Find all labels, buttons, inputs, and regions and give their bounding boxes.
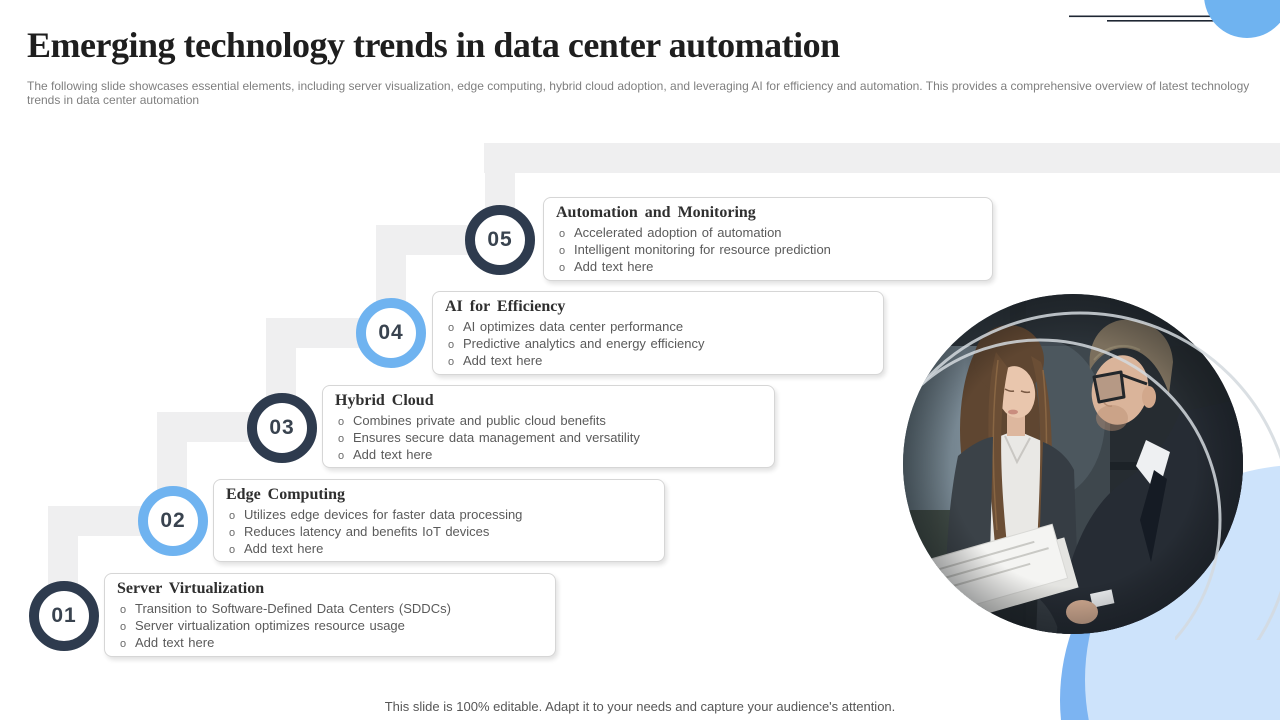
- step-bullets: o Accelerated adoption of automation o Int…: [556, 225, 982, 276]
- bullet-marker-icon: o: [447, 356, 455, 368]
- step-card-title: Automation and Monitoring: [556, 204, 756, 221]
- bullet-text: Accelerated adoption of automation: [574, 225, 782, 240]
- bullet-item: o Transition to Software-Defined Data Cen…: [117, 601, 545, 618]
- bullet-marker-icon: o: [337, 416, 345, 428]
- bullet-text: Transition to Software-Defined Data Cent…: [135, 601, 451, 616]
- staircase-segment: [484, 143, 1280, 173]
- step-number-badge-03: 03: [247, 393, 317, 463]
- bullet-text: Server virtualization optimizes resource…: [135, 618, 405, 633]
- bullet-marker-icon: o: [228, 544, 236, 556]
- slide-subtitle: The following slide showcases essential …: [27, 79, 1250, 107]
- step-card: Hybrid Cloud o Combines private and publi…: [322, 385, 775, 468]
- bullet-text: Add text here: [135, 635, 215, 650]
- bullet-item: o Intelligent monitoring for resource pre…: [556, 242, 982, 259]
- corner-circle: [1204, 0, 1280, 38]
- bullet-item: o Add text here: [226, 541, 654, 558]
- step-card-title: Edge Computing: [226, 486, 346, 503]
- bullet-marker-icon: o: [228, 510, 236, 522]
- bullet-marker-icon: o: [337, 450, 345, 462]
- bullet-item: o Utilizes edge devices for faster data p…: [226, 507, 654, 524]
- bullet-marker-icon: o: [119, 604, 127, 616]
- step-card-title: Server Virtualization: [117, 580, 265, 597]
- bullet-marker-icon: o: [337, 433, 345, 445]
- bullet-item: o Accelerated adoption of automation: [556, 225, 982, 242]
- step-bullets: o Transition to Software-Defined Data Cen…: [117, 601, 545, 652]
- step-number-badge-05: 05: [465, 205, 535, 275]
- bullet-marker-icon: o: [119, 621, 127, 633]
- bullet-item: o Combines private and public cloud benef…: [335, 413, 764, 430]
- step-card: Edge Computing o Utilizes edge devices fo…: [213, 479, 665, 562]
- bullet-text: AI optimizes data center performance: [463, 319, 684, 334]
- bullet-text: Predictive analytics and energy efficien…: [463, 336, 705, 351]
- bullet-text: Add text here: [244, 541, 324, 556]
- bullet-marker-icon: o: [558, 228, 566, 240]
- bullet-marker-icon: o: [558, 262, 566, 274]
- bullet-item: o Add text here: [556, 259, 982, 276]
- bullet-marker-icon: o: [447, 322, 455, 334]
- bullet-marker-icon: o: [558, 245, 566, 257]
- bullet-text: Utilizes edge devices for faster data pr…: [244, 507, 523, 522]
- bullet-text: Intelligent monitoring for resource pred…: [574, 242, 831, 257]
- bullet-item: o Add text here: [117, 635, 545, 652]
- bullet-marker-icon: o: [447, 339, 455, 351]
- bullet-item: o Ensures secure data management and vers…: [335, 430, 764, 447]
- footer-note: This slide is 100% editable. Adapt it to…: [384, 699, 896, 714]
- bullet-text: Add text here: [574, 259, 654, 274]
- bullet-text: Ensures secure data management and versa…: [353, 430, 640, 445]
- bullet-item: o AI optimizes data center performance: [445, 319, 873, 336]
- corner-lines: [1069, 15, 1217, 22]
- bullet-marker-icon: o: [228, 527, 236, 539]
- step-card: Server Virtualization o Transition to Sof…: [104, 573, 556, 657]
- page-title: Emerging technology trends in data cente…: [27, 25, 840, 65]
- bullet-item: o Server virtualization optimizes resourc…: [117, 618, 545, 635]
- bullet-text: Add text here: [353, 447, 433, 462]
- step-number-badge-02: 02: [138, 486, 208, 556]
- step-card-title: Hybrid Cloud: [335, 392, 434, 409]
- step-card: Automation and Monitoring o Accelerated a…: [543, 197, 993, 281]
- team-photo: [903, 294, 1280, 640]
- bullet-item: o Predictive analytics and energy efficie…: [445, 336, 873, 353]
- step-card-title: AI for Efficiency: [445, 298, 566, 315]
- bullet-text: Combines private and public cloud benefi…: [353, 413, 606, 428]
- bullet-item: o Reduces latency and benefits IoT device…: [226, 524, 654, 541]
- bullet-item: o Add text here: [445, 353, 873, 370]
- bullet-text: Add text here: [463, 353, 543, 368]
- step-number-badge-01: 01: [29, 581, 99, 651]
- ring-decoration: [903, 311, 1280, 640]
- bullet-item: o Add text here: [335, 447, 764, 464]
- step-bullets: o Combines private and public cloud benef…: [335, 413, 764, 464]
- step-bullets: o Utilizes edge devices for faster data p…: [226, 507, 654, 558]
- bullet-text: Reduces latency and benefits IoT devices: [244, 524, 490, 539]
- bullet-marker-icon: o: [119, 638, 127, 650]
- step-number-badge-04: 04: [356, 298, 426, 368]
- step-card: AI for Efficiency o AI optimizes data cen…: [432, 291, 884, 375]
